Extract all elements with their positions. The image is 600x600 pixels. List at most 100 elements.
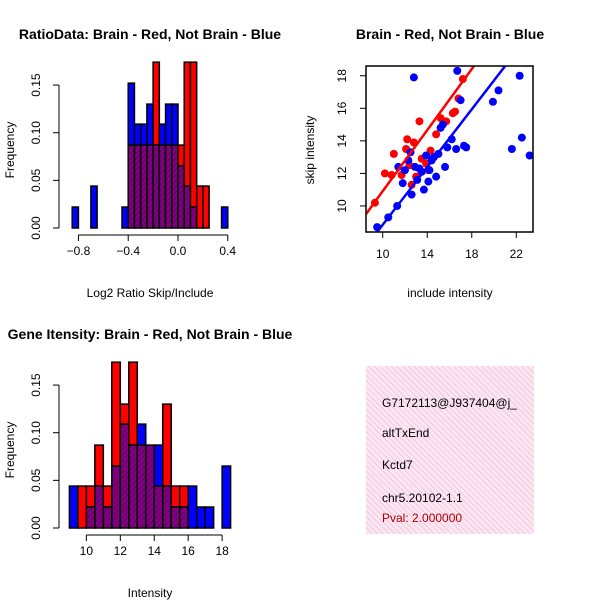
brain-point	[432, 130, 441, 139]
overlap-bar	[119, 423, 130, 529]
not-brain-point	[453, 66, 462, 75]
not-brain-bar	[153, 444, 164, 487]
brain-point	[415, 117, 424, 126]
overlap-bar	[128, 444, 139, 529]
intensity-scatter: Brain - Red, Not Brain - Blue 10 14 18 2210…	[303, 26, 544, 300]
overlap-bar	[161, 485, 172, 529]
overlap-bar	[85, 506, 96, 529]
not-brain-bar	[127, 82, 136, 146]
info-gene-symbol: Kctd7	[382, 458, 413, 472]
not-brain-bar	[187, 485, 198, 529]
overlap-bar	[189, 206, 198, 229]
x-tick-label: −0.8	[67, 244, 91, 258]
x-tick-label: 10	[80, 544, 94, 558]
not-brain-point	[507, 145, 516, 153]
brain-point	[403, 135, 412, 144]
y-tick-label: 16	[335, 101, 349, 115]
scatter-points	[366, 66, 533, 232]
x-tick-label: 0.0	[170, 244, 187, 258]
intensity-hist-bars	[68, 361, 232, 529]
not-brain-bar	[171, 103, 179, 146]
overlap-bar	[152, 144, 161, 229]
info-pvalue: Pval: 2.000000	[382, 511, 463, 525]
not-brain-bar	[68, 485, 79, 529]
y-tick-label: 0.05	[29, 168, 43, 192]
not-brain-bar	[139, 123, 148, 146]
y-tick-label: 0.10	[29, 121, 43, 145]
ratio-hist-bars	[71, 61, 229, 229]
brain-bar	[128, 361, 139, 446]
scatter-ylabel: skip intensity	[303, 116, 317, 185]
y-tick-label: 18	[335, 69, 349, 83]
not-brain-point	[438, 120, 447, 129]
scatter-frame	[365, 65, 534, 233]
overlap-bar	[177, 165, 185, 229]
brain-point	[389, 149, 398, 158]
not-brain-point	[422, 151, 431, 160]
intensity-hist-ylabel: Frequency	[3, 422, 17, 479]
overlap-bar	[139, 144, 148, 229]
not-brain-bar	[136, 423, 147, 446]
not-brain-fit-line	[376, 66, 507, 232]
overlap-bar	[94, 485, 105, 529]
overlap-bar	[171, 144, 179, 229]
not-brain-point	[517, 133, 526, 142]
overlap-bar	[136, 444, 147, 529]
info-event-id: G7172113@J937404@j_	[382, 396, 517, 410]
brain-bar	[111, 361, 122, 467]
info-panel: G7172113@J937404@j_ altTxEnd Kctd7 chr5.…	[366, 366, 534, 534]
not-brain-bar	[158, 123, 167, 146]
ratio-histogram: RatioData: Brain - Red, Not Brain - Blue…	[3, 26, 281, 300]
ratio-hist-ylabel: Frequency	[3, 122, 17, 179]
brain-bar	[177, 144, 185, 167]
brain-fit-line	[366, 66, 476, 215]
scatter-plot-area	[366, 66, 533, 232]
y-tick-label: 0.05	[29, 468, 43, 492]
y-tick-label: 0.00	[29, 216, 43, 240]
not-brain-point	[407, 190, 416, 199]
overlap-bar	[127, 144, 136, 229]
x-tick-label: 16	[182, 544, 196, 558]
x-tick-label: 14	[421, 247, 435, 261]
ratio-hist-xlabel: Log2 Ratio Skip/Include	[87, 286, 214, 300]
brain-bar	[152, 61, 161, 146]
not-brain-point	[456, 96, 465, 105]
not-brain-bar	[204, 506, 215, 529]
not-brain-point	[424, 177, 433, 186]
not-brain-point	[494, 86, 503, 95]
info-event-type: altTxEnd	[382, 426, 430, 440]
brain-bar	[161, 403, 172, 487]
not-brain-point	[419, 185, 428, 194]
brain-point	[451, 107, 460, 116]
overlap-bar	[153, 485, 164, 529]
overlap-bar	[178, 506, 189, 529]
overlap-bar	[145, 444, 155, 529]
not-brain-bar	[133, 123, 142, 146]
brain-bar	[178, 485, 189, 508]
overlap-bar	[102, 506, 113, 529]
not-brain-point	[409, 73, 418, 82]
not-brain-point	[432, 172, 441, 181]
brain-bar	[77, 485, 88, 529]
ratio-hist-axes: −0.8 −0.4 0.0 0.4 0.00 0.05 0.10 0.15	[29, 73, 236, 258]
intensity-hist-xlabel: Intensity	[128, 586, 173, 600]
overlap-bar	[133, 144, 142, 229]
not-brain-bar	[220, 206, 229, 229]
not-brain-point	[400, 166, 409, 175]
scatter-title: Brain - Red, Not Brain - Blue	[356, 26, 544, 42]
x-tick-label: 10	[376, 247, 390, 261]
intensity-hist-axes: 10 12 14 16 18 0.00 0.05 0.10 0.15	[29, 373, 229, 558]
not-brain-bar	[121, 206, 129, 229]
not-brain-point	[515, 71, 524, 80]
x-tick-label: 14	[148, 544, 162, 558]
scatter-xlabel: include intensity	[407, 286, 492, 300]
x-tick-label: 18	[215, 544, 229, 558]
brain-bar	[170, 485, 181, 508]
intensity-histogram: Gene Itensity: Brain - Red, Not Brain - …	[3, 326, 293, 600]
x-tick-label: −0.4	[116, 244, 140, 258]
not-brain-bar	[90, 185, 98, 229]
brain-bar	[119, 403, 130, 425]
not-brain-point	[525, 151, 533, 160]
y-tick-label: 0.10	[29, 421, 43, 445]
